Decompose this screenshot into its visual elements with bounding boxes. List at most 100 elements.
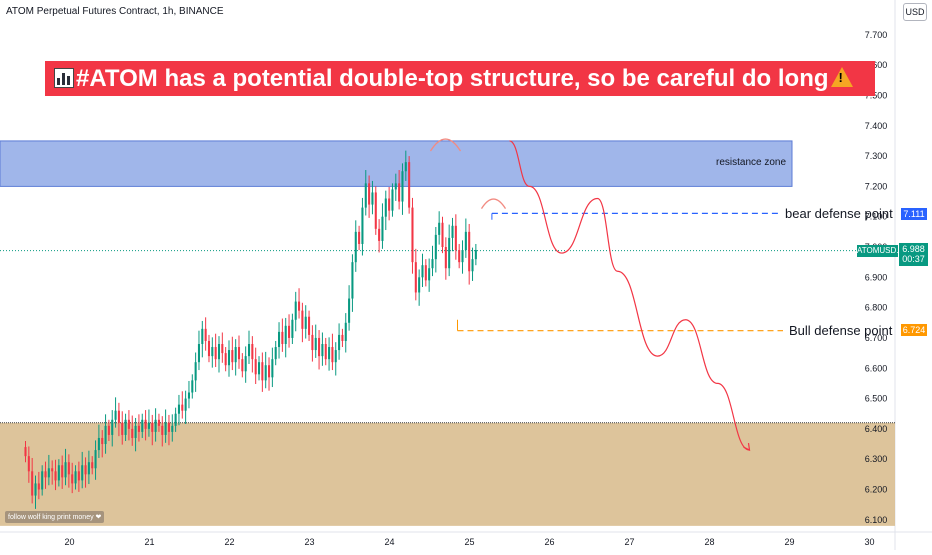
candle-body: [444, 247, 447, 269]
candle-body: [338, 334, 341, 351]
candle-body: [117, 410, 120, 423]
candle-body: [27, 456, 30, 472]
candle-body: [137, 425, 140, 432]
candle-body: [107, 425, 110, 435]
candle-body: [84, 465, 87, 475]
y-tick-label: 6.300: [865, 454, 888, 464]
bull-defense-label: Bull defense point: [789, 323, 893, 338]
candle-body: [87, 462, 90, 475]
candle-body: [271, 359, 274, 378]
candle-body: [124, 419, 127, 435]
symbol-tag: ATOMUSD.P: [857, 245, 904, 257]
candle-body: [344, 322, 347, 341]
candle-body: [154, 419, 157, 432]
x-tick-label: 23: [304, 537, 314, 547]
candle-body: [301, 310, 304, 329]
y-tick-label: 6.100: [865, 515, 888, 525]
candle-body: [141, 419, 144, 432]
candle-body: [37, 483, 40, 490]
candle-body: [241, 359, 244, 372]
bull-defense-price-tag: 6.724: [901, 324, 927, 336]
projection-arrow-head: [743, 443, 751, 452]
chart-header-title: ATOM Perpetual Futures Contract, 1h, BIN…: [6, 6, 224, 17]
candle-body: [364, 183, 367, 208]
y-tick-label: 7.400: [865, 121, 888, 131]
candle-body: [428, 268, 431, 281]
x-tick-label: 27: [624, 537, 634, 547]
candle-body: [304, 316, 307, 329]
candle-body: [127, 419, 130, 429]
candle-body: [461, 250, 464, 263]
double-top-arc: [429, 138, 462, 152]
candle-body: [244, 356, 247, 372]
candle-body: [401, 171, 404, 202]
candle-body: [451, 225, 454, 238]
candle-body: [311, 334, 314, 351]
y-tick-label: 7.700: [865, 30, 888, 40]
candle-body: [314, 337, 317, 351]
candle-body: [381, 216, 384, 241]
candle-body: [267, 365, 271, 378]
candle-body: [324, 344, 327, 360]
candle-body: [231, 350, 234, 363]
candle-body: [217, 344, 221, 360]
candle-body: [181, 404, 184, 411]
candle-body: [54, 471, 57, 481]
candle-body: [251, 344, 254, 360]
candle-body: [61, 465, 64, 478]
candle-body: [321, 344, 324, 357]
candle-body: [51, 468, 54, 472]
watermark: follow wolf king print money ❤: [5, 511, 105, 523]
candle-body: [384, 198, 387, 217]
candle-body: [91, 462, 94, 469]
candle-body: [131, 428, 134, 438]
resistance-zone-label: resistance zone: [716, 157, 787, 168]
candle-body: [254, 359, 257, 375]
x-tick-label: 21: [144, 537, 154, 547]
candle-body: [308, 316, 311, 335]
y-tick-label: 6.600: [865, 363, 888, 373]
candle-body: [147, 422, 150, 429]
candle-body: [34, 483, 37, 496]
candle-body: [47, 468, 50, 478]
candle-body: [144, 419, 147, 429]
y-tick-label: 6.900: [865, 272, 888, 282]
candle-body: [464, 231, 467, 251]
candle-body: [328, 347, 331, 360]
candle-body: [418, 277, 421, 293]
candle-body: [237, 347, 241, 360]
y-tick-label: 7.600: [865, 60, 888, 70]
candle-body: [431, 259, 434, 269]
bear-defense-price-tag: 7.111: [901, 208, 927, 220]
candle-body: [298, 301, 301, 311]
candle-body: [191, 380, 194, 393]
candle-body: [361, 207, 364, 244]
candle-body: [394, 183, 397, 190]
y-tick-label: 7.200: [865, 181, 888, 191]
candle-body: [468, 231, 471, 272]
candle-body: [434, 234, 437, 260]
y-tick-label: 6.800: [865, 303, 888, 313]
candle-body: [318, 337, 321, 357]
candle-body: [388, 198, 391, 211]
candle-body: [207, 340, 211, 357]
candle-body: [421, 265, 424, 278]
annotation-banner: #ATOM has a potential double-top structu…: [45, 61, 875, 96]
candle-body: [398, 183, 401, 202]
candle-body: [164, 422, 167, 435]
currency-button[interactable]: USD: [903, 3, 927, 21]
y-tick-label: 6.700: [865, 333, 888, 343]
x-tick-label: 26: [544, 537, 554, 547]
candle-body: [111, 419, 114, 435]
candle-body: [44, 471, 47, 478]
candle-body: [374, 192, 377, 229]
candle-body: [151, 422, 154, 432]
candle-body: [224, 353, 227, 366]
y-tick-label: 7.300: [865, 151, 888, 161]
candle-body: [81, 465, 84, 481]
banner-text: #ATOM has a potential double-top structu…: [76, 65, 829, 92]
y-tick-label: 7.500: [865, 90, 888, 100]
candle-body: [348, 298, 351, 323]
candle-body: [134, 425, 137, 438]
candle-body: [331, 347, 334, 363]
